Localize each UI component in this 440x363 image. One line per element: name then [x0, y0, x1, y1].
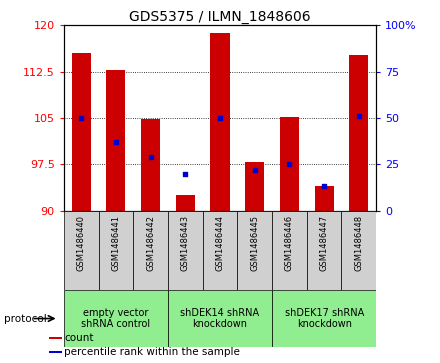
Bar [168, 290, 272, 347]
Text: GSM1486445: GSM1486445 [250, 215, 259, 270]
Bar [106, 70, 125, 211]
Bar [210, 33, 230, 211]
Text: protocol: protocol [4, 314, 47, 323]
Point [286, 161, 293, 167]
Bar [280, 117, 299, 211]
Text: GSM1486443: GSM1486443 [181, 215, 190, 271]
Bar [341, 211, 376, 290]
Bar [49, 337, 62, 339]
Bar [307, 211, 341, 290]
Point [182, 171, 189, 176]
Text: GSM1486444: GSM1486444 [216, 215, 224, 270]
Point [216, 115, 224, 121]
Bar [99, 211, 133, 290]
Bar [141, 119, 160, 211]
Text: GSM1486448: GSM1486448 [354, 215, 363, 271]
Text: GSM1486440: GSM1486440 [77, 215, 86, 270]
Text: GSM1486447: GSM1486447 [319, 215, 329, 271]
Text: count: count [64, 333, 93, 343]
Bar [203, 211, 237, 290]
Bar [349, 55, 368, 211]
Text: empty vector
shRNA control: empty vector shRNA control [81, 308, 150, 329]
Text: shDEK14 shRNA
knockdown: shDEK14 shRNA knockdown [180, 308, 260, 329]
Point [251, 167, 258, 173]
Point [356, 113, 363, 119]
Point [112, 139, 119, 145]
Title: GDS5375 / ILMN_1848606: GDS5375 / ILMN_1848606 [129, 11, 311, 24]
Point [321, 184, 328, 189]
Text: GSM1486442: GSM1486442 [146, 215, 155, 270]
Point [147, 154, 154, 160]
Bar [237, 211, 272, 290]
Bar [315, 186, 334, 211]
Text: percentile rank within the sample: percentile rank within the sample [64, 347, 240, 357]
Bar [64, 290, 168, 347]
Bar [72, 53, 91, 211]
Point [77, 115, 84, 121]
Bar [245, 162, 264, 211]
Text: shDEK17 shRNA
knockdown: shDEK17 shRNA knockdown [285, 308, 364, 329]
Bar [176, 195, 195, 211]
Bar [133, 211, 168, 290]
Bar [272, 290, 376, 347]
Bar [168, 211, 203, 290]
Bar [64, 211, 99, 290]
Bar [49, 351, 62, 353]
Text: GSM1486441: GSM1486441 [111, 215, 121, 270]
Bar [272, 211, 307, 290]
Text: GSM1486446: GSM1486446 [285, 215, 294, 271]
